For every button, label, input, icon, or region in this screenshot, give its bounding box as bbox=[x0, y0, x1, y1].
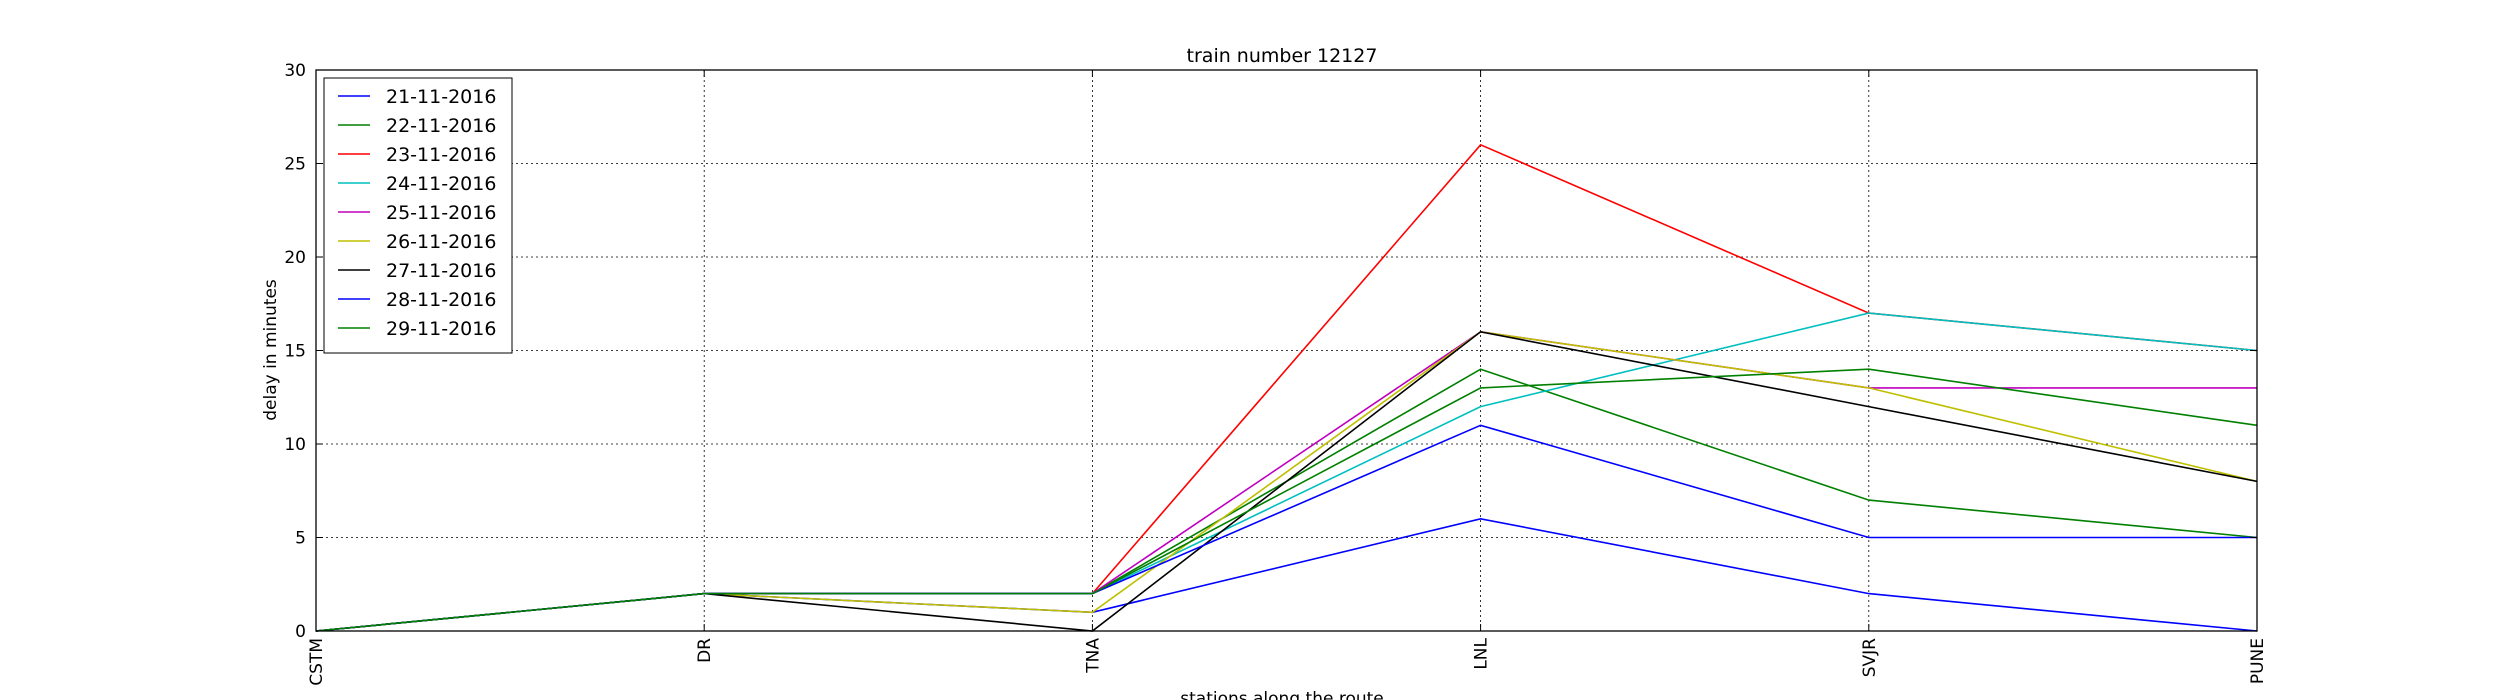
y-tick-label: 30 bbox=[284, 61, 306, 81]
x-tick-label: LNL bbox=[1472, 637, 1492, 669]
chart-title: train number 12127 bbox=[1187, 45, 1378, 67]
legend: 21-11-2016 22-11-2016 23-11-2016 24-11-2016… bbox=[323, 77, 513, 354]
y-axis-label: delay in minutes bbox=[261, 279, 281, 421]
y-tick-label: 5 bbox=[295, 529, 306, 549]
legend-label: 23-11-2016 bbox=[386, 144, 496, 166]
grid-lines bbox=[316, 70, 2257, 631]
y-tick-label: 20 bbox=[284, 248, 306, 268]
legend-label: 26-11-2016 bbox=[386, 231, 496, 253]
x-tick-label: CSTM bbox=[307, 638, 327, 686]
legend-label: 25-11-2016 bbox=[386, 202, 496, 224]
legend-label: 29-11-2016 bbox=[386, 318, 496, 340]
x-axis-ticks: CSTM DR TNA LNL SVJR PUNE bbox=[307, 70, 2268, 686]
legend-box bbox=[323, 77, 513, 354]
legend-label: 21-11-2016 bbox=[386, 86, 496, 108]
series-lines bbox=[315, 143, 2258, 632]
series-line-29-11-2016 bbox=[315, 368, 2258, 632]
legend-label: 27-11-2016 bbox=[386, 260, 496, 282]
series-line-27-11-2016 bbox=[315, 330, 2258, 632]
x-axis-label: stations along the route bbox=[1180, 689, 1384, 700]
y-tick-label: 0 bbox=[295, 622, 306, 642]
x-tick-label: PUNE bbox=[2248, 638, 2268, 684]
x-tick-label: SVJR bbox=[1860, 638, 1880, 677]
legend-label: 28-11-2016 bbox=[386, 289, 496, 311]
y-axis-ticks: 0 5 10 15 20 25 30 bbox=[284, 61, 2257, 642]
y-tick-label: 10 bbox=[284, 435, 306, 455]
x-tick-label: DR bbox=[695, 638, 715, 663]
series-line-28-11-2016 bbox=[315, 424, 2257, 632]
legend-label: 24-11-2016 bbox=[386, 173, 496, 195]
x-tick-label: TNA bbox=[1083, 638, 1103, 674]
legend-label: 22-11-2016 bbox=[386, 115, 496, 137]
series-line-21-11-2016 bbox=[315, 517, 2258, 632]
y-tick-label: 25 bbox=[284, 155, 306, 175]
y-tick-label: 15 bbox=[284, 342, 306, 362]
